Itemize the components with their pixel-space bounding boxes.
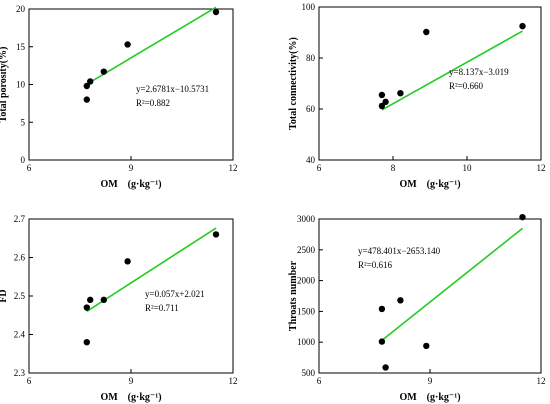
regression-line — [381, 227, 523, 341]
data-point — [378, 305, 386, 313]
x-axis-title: OM (g·kg⁻¹) — [100, 392, 161, 403]
x-tick-label: 12 — [229, 376, 238, 386]
data-point — [83, 304, 91, 311]
chart-panel-2: 6 8 10 12 40 60 80 100 OM (g·kg⁻¹) Total connecti… — [288, 2, 546, 190]
data-point — [423, 28, 430, 36]
y-tick-label: 3000 — [297, 214, 316, 224]
y-tick-label: 2.6 — [14, 253, 26, 263]
data-point — [382, 364, 389, 371]
data-point — [378, 338, 386, 345]
y-tick-label: 5 — [21, 117, 26, 127]
data-point — [423, 342, 430, 350]
chart-panel-1: 6 9 12 0 5 10 15 20 OM (g·kg⁻¹) Total porosity(%)… — [0, 4, 238, 190]
x-tick-label: 12 — [229, 163, 238, 173]
data-point — [100, 296, 108, 304]
y-tick-label: 40 — [306, 155, 316, 165]
y-tick-label: 0 — [21, 155, 26, 165]
y-tick-label: 2.7 — [14, 214, 26, 224]
x-tick-label: 12 — [537, 376, 546, 386]
data-point — [378, 91, 386, 99]
y-axis-title: Throats number — [288, 260, 299, 331]
x-tick-label: 8 — [391, 163, 396, 173]
r-squared-label: R²=0.660 — [449, 81, 484, 91]
y-tick-label: 2500 — [297, 245, 316, 255]
x-axis-title: OM (g·kg⁻¹) — [399, 392, 460, 403]
data-point — [124, 41, 131, 48]
data-point — [83, 82, 91, 90]
x-tick-label: 6 — [317, 376, 322, 386]
chart-panel-4: 6 9 12 500 1000 1500 2000 2500 3000 OM (g·kg⁻¹) Th… — [288, 213, 546, 403]
x-tick-label: 12 — [537, 163, 546, 173]
regression-line — [86, 6, 217, 85]
data-point — [519, 213, 526, 221]
data-point — [124, 258, 131, 265]
y-tick-label: 80 — [306, 53, 316, 63]
regression-equation: y=8.137x−3.019 — [449, 67, 509, 77]
plot-frame — [318, 6, 542, 161]
data-point — [378, 102, 386, 110]
data-point — [212, 8, 220, 16]
x-tick-label: 10 — [463, 163, 473, 173]
x-axis-title: OM (g·kg⁻¹) — [100, 179, 161, 190]
y-tick-label: 100 — [302, 2, 316, 12]
data-point — [83, 96, 91, 103]
y-tick-label: 1500 — [297, 306, 316, 316]
x-tick-label: 6 — [27, 376, 32, 386]
data-point — [212, 231, 220, 238]
r-squared-label: R²=0.711 — [145, 303, 179, 313]
y-tick-label: 15 — [16, 42, 26, 52]
regression-equation: y=478.401x−2653.140 — [358, 246, 441, 256]
x-tick-label: 9 — [129, 376, 134, 386]
data-point — [100, 68, 108, 75]
x-tick-label: 9 — [129, 163, 134, 173]
y-tick-label: 500 — [302, 368, 316, 378]
data-point — [397, 89, 404, 97]
data-point — [83, 339, 91, 346]
regression-line — [86, 227, 217, 313]
y-axis-title: FD — [0, 289, 9, 302]
regression-line — [381, 30, 523, 111]
x-tick-label: 9 — [428, 376, 433, 386]
y-tick-label: 2000 — [297, 276, 316, 286]
plot-frame — [318, 218, 542, 374]
y-tick-label: 2.3 — [14, 368, 26, 378]
y-tick-label: 2.4 — [14, 330, 26, 340]
x-tick-label: 6 — [317, 163, 322, 173]
x-axis-title: OM (g·kg⁻¹) — [399, 179, 460, 190]
regression-equation: y=2.6781x−10.5731 — [136, 84, 209, 94]
r-squared-label: R²=0.616 — [358, 260, 393, 270]
x-tick-label: 6 — [27, 163, 32, 173]
y-axis-title: Total connectivity(%) — [288, 37, 299, 130]
data-point — [87, 296, 94, 304]
data-point — [519, 22, 526, 30]
chart-panel-3: 6 9 12 2.3 2.4 2.5 2.6 2.7 OM (g·kg⁻¹) FD y=0.057x… — [0, 214, 238, 403]
y-axis-title: Total porosity(%) — [0, 47, 9, 123]
y-tick-label: 20 — [16, 4, 26, 14]
y-tick-label: 2.5 — [14, 291, 26, 301]
y-tick-label: 60 — [306, 104, 316, 114]
data-point — [382, 98, 389, 106]
data-point — [397, 297, 404, 304]
regression-equation: y=0.057x+2.021 — [145, 289, 205, 299]
y-tick-label: 10 — [16, 80, 26, 90]
r-squared-label: R²=0.882 — [136, 98, 170, 108]
y-tick-label: 1000 — [297, 337, 316, 347]
data-point — [87, 78, 94, 85]
